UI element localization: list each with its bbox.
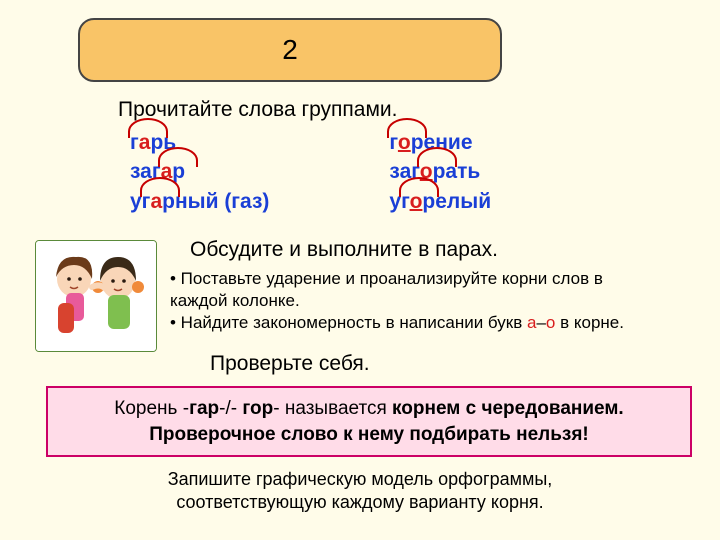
- bullet2-o: о: [546, 313, 555, 332]
- rule-line-1: Корень -гар-/- гор- называется корнем с …: [60, 396, 678, 422]
- rule-pre: Корень -: [114, 398, 189, 419]
- footer-line-1: Запишите графическую модель орфограммы,: [0, 468, 720, 491]
- discuss-text: Обсудите и выполните в парах.: [190, 238, 498, 262]
- column-a: гарь загар угарный (газ): [130, 128, 269, 216]
- word-ugorely: угорелый: [389, 187, 491, 216]
- rule-line-2: Проверочное слово к нему подбирать нельз…: [60, 422, 678, 448]
- rule-mid: -/-: [219, 398, 242, 419]
- rule-alt: корнем с чередованием.: [392, 398, 624, 419]
- slide-number-box: 2: [78, 18, 502, 82]
- slide-number: 2: [282, 34, 298, 66]
- column-o: горение загорать угорелый: [389, 128, 491, 216]
- word-columns: гарь загар угарный (газ) горение загорат…: [130, 128, 491, 216]
- word-gar: гарь: [130, 128, 269, 157]
- rule-box: Корень -гар-/- гор- называется корнем с …: [46, 386, 692, 457]
- rule-gor: гор: [242, 398, 273, 419]
- check-text: Проверьте себя.: [210, 352, 370, 376]
- bullet-2: • Найдите закономерность в написании бук…: [170, 312, 660, 334]
- footer-line-2: соответствующую каждому варианту корня.: [0, 491, 720, 514]
- bullet2-pre: • Найдите закономерность в написании бук…: [170, 313, 527, 332]
- bullet2-dash: –: [536, 313, 545, 332]
- footer: Запишите графическую модель орфограммы, …: [0, 468, 720, 515]
- rule-gar: гар: [189, 398, 219, 419]
- rule-post1: - называется: [273, 398, 392, 419]
- bullet-1: • Поставьте ударение и проанализируйте к…: [170, 268, 660, 312]
- bullet2-post: в корне.: [555, 313, 624, 332]
- intro-text: Прочитайте слова группами.: [118, 98, 397, 122]
- bullet-list: • Поставьте ударение и проанализируйте к…: [170, 268, 660, 334]
- illustration: [35, 240, 157, 352]
- word-ugarny: угарный (газ): [130, 187, 269, 216]
